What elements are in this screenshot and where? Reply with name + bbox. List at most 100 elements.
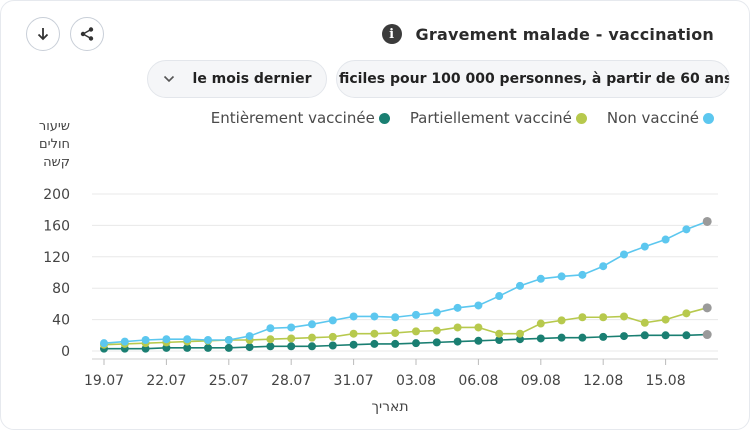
data-point-entierement [349, 340, 358, 349]
data-point-partiellement [578, 313, 587, 322]
data-point-partiellement [702, 303, 712, 313]
data-point-non [120, 337, 129, 346]
data-point-partiellement [557, 316, 566, 325]
data-point-partiellement [661, 315, 670, 324]
data-point-partiellement [495, 329, 504, 338]
data-point-entierement [141, 344, 150, 353]
data-point-entierement [474, 336, 483, 345]
y-tick-label: 0 [61, 344, 70, 360]
data-point-non [516, 281, 524, 290]
data-point-entierement [287, 342, 296, 351]
arrow-down-icon [37, 28, 49, 41]
data-point-entierement [536, 334, 545, 343]
x-tick-label: 12.08 [583, 373, 623, 389]
x-tick-label: 15.08 [646, 373, 686, 389]
data-point-non [183, 335, 192, 344]
data-point-entierement [266, 342, 275, 351]
chart-title: Gravement malade - vaccination [415, 24, 714, 44]
x-tick-label: 19.07 [84, 373, 124, 389]
x-tick-label: 22.07 [146, 373, 186, 389]
data-point-non [412, 310, 420, 319]
info-icon[interactable]: i [381, 24, 402, 44]
x-tick-label: 03.08 [396, 373, 436, 389]
data-point-partiellement [536, 319, 545, 328]
data-point-non [287, 323, 296, 332]
share-button[interactable] [70, 17, 104, 51]
data-point-non [162, 335, 171, 344]
data-point-partiellement [453, 323, 462, 332]
y-tick-label: 200 [43, 187, 70, 203]
legend-dot-entierement [378, 112, 390, 124]
legend-dot-partiellement [575, 112, 587, 124]
data-point-non [391, 313, 400, 322]
data-point-non [661, 235, 670, 244]
data-point-non [204, 336, 212, 345]
data-point-entierement [183, 343, 192, 352]
data-point-non [578, 270, 587, 279]
legend-item-non[interactable]: Non vacciné [607, 109, 714, 127]
data-point-entierement [308, 342, 316, 351]
data-point-non [266, 324, 275, 333]
data-point-partiellement [308, 333, 316, 342]
data-point-non [702, 216, 712, 226]
data-point-non [308, 320, 316, 329]
data-point-non [682, 225, 691, 234]
data-point-entierement [682, 331, 691, 340]
data-point-entierement [224, 343, 233, 352]
data-point-entierement [391, 339, 400, 348]
data-point-entierement [702, 330, 712, 340]
data-point-entierement [162, 343, 171, 352]
data-point-entierement [661, 331, 670, 340]
y-tick-label: 40 [52, 313, 70, 329]
data-point-entierement [599, 332, 608, 341]
data-point-entierement [412, 339, 420, 348]
legend-dot-non [703, 112, 714, 124]
metric-select[interactable]: ficiles pour 100 000 personnes, à partir… [336, 60, 730, 98]
data-point-non [328, 316, 337, 325]
data-point-entierement [640, 331, 649, 340]
x-tick-label: 25.07 [209, 373, 249, 389]
data-point-entierement [453, 337, 462, 346]
data-point-non [599, 262, 608, 271]
period-select[interactable]: le mois dernier [147, 60, 327, 98]
data-point-partiellement [391, 328, 400, 337]
data-point-non [432, 308, 441, 317]
data-point-partiellement [266, 335, 275, 344]
y-tick-label: 120 [43, 250, 70, 266]
x-tick-label: 28.07 [271, 373, 311, 389]
data-point-entierement [578, 333, 587, 342]
data-point-entierement [432, 338, 441, 347]
data-point-entierement [245, 343, 254, 352]
chevron-down-icon [163, 75, 174, 83]
period-select-label: le mois dernier [192, 71, 312, 87]
x-tick-label: 06.08 [458, 373, 498, 389]
data-point-partiellement [412, 327, 420, 336]
data-point-non [224, 336, 233, 345]
data-point-entierement [204, 343, 212, 352]
data-point-partiellement [474, 323, 483, 332]
data-point-non [453, 303, 462, 312]
share-icon [80, 27, 94, 41]
data-point-entierement [620, 332, 628, 341]
data-point-non [370, 312, 379, 321]
data-point-partiellement [516, 329, 524, 338]
data-point-entierement [557, 333, 566, 342]
chart-legend: Entièrement vaccinée Partiellement vacci… [211, 109, 714, 127]
data-point-partiellement [640, 318, 649, 327]
data-point-partiellement [370, 329, 379, 338]
metric-select-label: ficiles pour 100 000 personnes, à partir… [339, 71, 730, 87]
data-point-partiellement [620, 312, 628, 321]
data-point-non [141, 336, 150, 345]
data-point-non [474, 301, 483, 310]
y-axis-label: שיעור חולים קשה [38, 119, 70, 170]
x-axis-label: תאריך [371, 399, 409, 415]
legend-item-entierement[interactable]: Entièrement vaccinée [211, 109, 390, 127]
data-point-non [620, 250, 628, 259]
data-point-non [557, 272, 566, 281]
legend-label-non: Non vacciné [606, 109, 699, 127]
legend-item-partiellement[interactable]: Partiellement vacciné [410, 109, 587, 127]
download-button[interactable] [26, 17, 60, 51]
data-point-partiellement [682, 309, 691, 318]
legend-label-entierement: Entièrement vaccinée [210, 109, 375, 127]
